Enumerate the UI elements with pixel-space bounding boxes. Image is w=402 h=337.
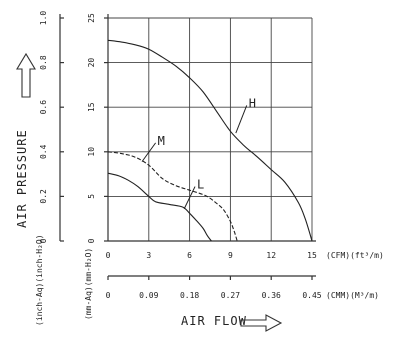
x-secondary-tick-label: 0.09 [139, 291, 158, 300]
x-tick-label: 6 [187, 251, 192, 260]
y-mm-tick-label: 15 [87, 102, 96, 112]
x-unit-primary-label: (CFM)(ft³/m) [326, 251, 384, 260]
y-unit-mm-label: (mm-Aq)(mm-H₂O) [84, 248, 93, 320]
x-tick-label: 9 [228, 251, 233, 260]
y-mm-tick-label: 0 [87, 238, 96, 243]
series-label-l: L [197, 178, 204, 192]
y-mm-tick-label: 10 [87, 147, 96, 157]
x-secondary-tick-label: 0.18 [180, 291, 199, 300]
y-inch-tick-label: 0.8 [39, 55, 48, 70]
x-secondary-tick-label: 0.27 [221, 291, 240, 300]
series-leader-l [183, 186, 196, 210]
y-unit-inch-label: (inch-Aq)(inch-H₂O) [35, 234, 44, 326]
y-mm-tick-label: 5 [87, 194, 96, 199]
y-inch-tick-label: 0.6 [39, 100, 48, 115]
x-tick-label: 3 [146, 251, 151, 260]
series-line-l [107, 172, 212, 242]
y-mm-tick-label: 25 [87, 13, 96, 23]
series-leader-h [235, 105, 248, 134]
x-axis-title: AIR FLOW [181, 314, 247, 328]
y-axis-arrow-icon [16, 52, 36, 98]
series-label-m: M [158, 134, 165, 148]
x-axis-arrow-icon [240, 314, 283, 332]
series-line-h [107, 39, 313, 242]
y-inch-tick-label: 0.4 [39, 144, 48, 159]
plot-frame [59, 14, 316, 280]
series-line-m [107, 151, 238, 242]
series-label-h: H [249, 96, 256, 110]
x-secondary-tick-label: 0.45 [302, 291, 321, 300]
x-secondary-tick-label: 0 [106, 291, 111, 300]
y-inch-tick-label: 1.0 [39, 11, 48, 26]
series-leader-m [141, 142, 157, 162]
x-tick-label: 12 [266, 251, 276, 260]
x-tick-label: 0 [106, 251, 111, 260]
series-labels: H M L [141, 96, 256, 210]
tick-labels: 0 5 10 15 20 25 0 0.2 0.4 0.6 0.8 1.0 0 3 6 9 12 15 0 0.09 0… [39, 11, 322, 300]
y-inch-tick-label: 0 [39, 238, 48, 243]
series-curves [107, 39, 313, 242]
y-mm-tick-label: 20 [87, 58, 96, 68]
y-axis-title: AIR PRESSURE [15, 129, 29, 228]
x-tick-label: 15 [307, 251, 317, 260]
y-inch-tick-label: 0.2 [39, 189, 48, 204]
grid [107, 17, 313, 242]
x-secondary-tick-label: 0.36 [262, 291, 281, 300]
x-unit-secondary-label: (CMM)(M³/m) [326, 291, 379, 300]
